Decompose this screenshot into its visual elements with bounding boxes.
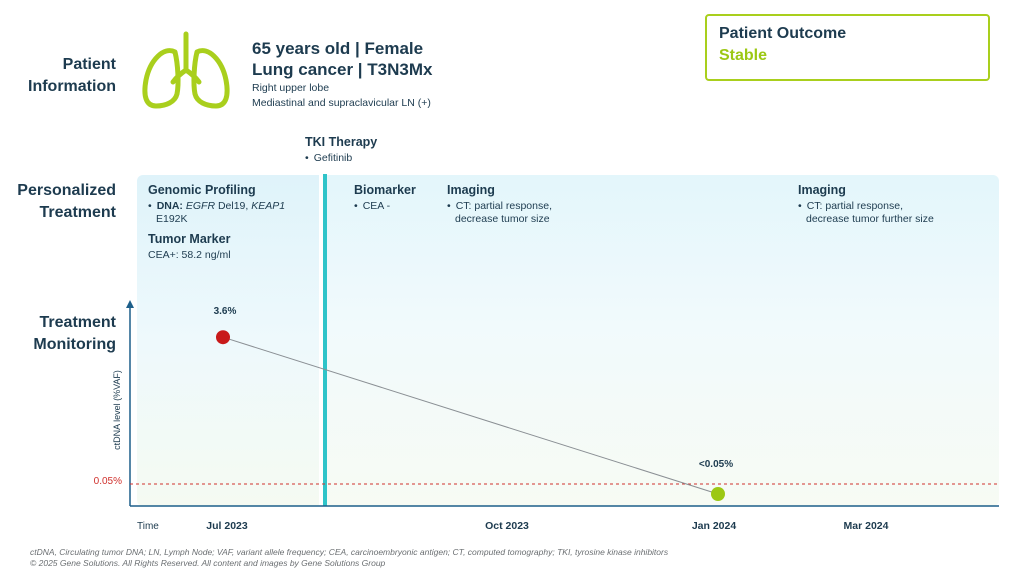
imaging-1-line1: CT: partial response, — [447, 200, 607, 213]
series-line — [222, 336, 719, 495]
genomic-profiling-title: Genomic Profiling — [148, 183, 256, 197]
x-tick-oct-2023: Oct 2023 — [485, 520, 529, 532]
therapy-drug: Gefitinib — [305, 152, 505, 165]
data-label-jan-2024: <0.05% — [699, 459, 733, 470]
patient-diagnosis: Lung cancer | T3N3Mx — [252, 60, 433, 79]
patient-outcome-title: Patient Outcome — [719, 25, 847, 42]
footnote-copyright: © 2025 Gene Solutions. All Rights Reserv… — [30, 558, 386, 568]
tumor-marker: Tumor Marker CEA+: 58.2 ng/ml — [148, 232, 318, 262]
imaging-2: Imaging CT: partial response, decrease t… — [798, 183, 988, 226]
imaging-2-line1: CT: partial response, — [798, 200, 988, 213]
tumor-marker-title: Tumor Marker — [148, 232, 231, 246]
patient-information-label: Patient Information — [28, 56, 116, 95]
patient-outcome-box: Patient Outcome Stable — [705, 14, 990, 81]
y-axis-arrow — [126, 300, 134, 308]
tumor-marker-value: CEA+: 58.2 ng/ml — [148, 249, 231, 261]
lungs-icon — [140, 30, 232, 114]
data-point-jul-2023 — [216, 330, 230, 345]
patient-age-sex: 65 years old | Female — [252, 39, 424, 58]
footnote: ctDNA, Circulating tumor DNA; LN, Lymph … — [30, 547, 1010, 569]
imaging-1-title: Imaging — [447, 183, 495, 197]
patient-tumor-location: Right upper lobe — [252, 82, 330, 94]
treatment-monitoring-label: Treatment Monitoring — [33, 314, 116, 353]
patient-outcome-value: Stable — [719, 47, 768, 64]
y-axis-label: ctDNA level (%VAF) — [112, 370, 122, 450]
imaging-1-line2: decrease tumor size — [455, 213, 550, 225]
therapy-label: TKI Therapy Gefitinib — [305, 135, 505, 165]
data-label-jul-2023: 3.6% — [214, 306, 237, 317]
data-point-jan-2024 — [711, 487, 725, 501]
therapy-start-line — [323, 174, 327, 506]
x-tick-jul-2023: Jul 2023 — [206, 520, 248, 532]
footnote-abbreviations: ctDNA, Circulating tumor DNA; LN, Lymph … — [30, 547, 669, 557]
personalized-treatment-label: Personalized Treatment — [17, 182, 116, 221]
biomarker-title: Biomarker — [354, 183, 416, 197]
therapy-panel — [327, 175, 999, 506]
patient-lymph-nodes: Mediastinal and supraclavicular LN (+) — [252, 97, 431, 109]
patient-details: 65 years old | Female Lung cancer | T3N3… — [252, 38, 552, 111]
biomarker: Biomarker CEA - — [354, 183, 444, 213]
x-tick-mar-2024: Mar 2024 — [844, 520, 889, 532]
genomic-profiling-dna: DNA: EGFR Del19, KEAP1 E192K — [148, 200, 318, 226]
imaging-2-line2: decrease tumor further size — [806, 213, 934, 225]
x-tick-jan-2024: Jan 2024 — [692, 520, 737, 532]
imaging-2-title: Imaging — [798, 183, 846, 197]
imaging-1: Imaging CT: partial response, decrease t… — [447, 183, 607, 226]
biomarker-item: CEA - — [354, 200, 444, 213]
therapy-title: TKI Therapy — [305, 135, 378, 149]
x-axis-title: Time — [137, 521, 159, 532]
threshold-label: 0.05% — [94, 476, 122, 487]
genomic-profiling: Genomic Profiling DNA: EGFR Del19, KEAP1… — [148, 183, 318, 226]
